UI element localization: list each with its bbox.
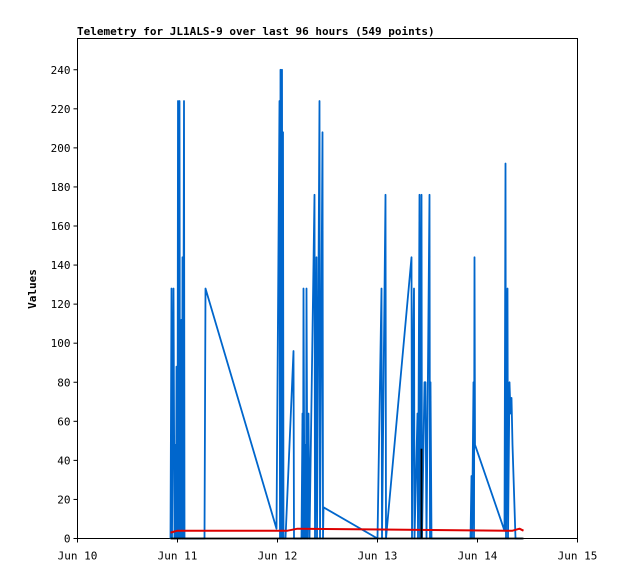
x-tick-label: Jun 10 xyxy=(58,550,98,563)
series-line-1 xyxy=(169,68,523,540)
y-tick-label: 120 xyxy=(51,298,71,311)
chart-title: Telemetry for JL1ALS-9 over last 96 hour… xyxy=(77,25,435,38)
y-tick-label: 0 xyxy=(64,533,71,546)
y-tick-label: 240 xyxy=(51,64,71,77)
series-line-2 xyxy=(170,527,524,534)
plot-frame xyxy=(77,38,578,539)
y-tick-label: 160 xyxy=(51,220,71,233)
y-tick-label: 180 xyxy=(51,181,71,194)
x-ticks: Jun 10 Jun 11 Jun 12 Jun 13 Jun 14 Jun 15 xyxy=(58,538,598,563)
y-tick-label: 220 xyxy=(51,103,71,116)
x-tick-label: Jun 14 xyxy=(458,550,498,563)
x-tick-label: Jun 15 xyxy=(558,550,598,563)
series-group xyxy=(169,68,524,540)
y-ticks: 0 20 40 60 80 100 120 140 160 180 200 220 240 xyxy=(51,64,78,546)
y-axis-label: Values xyxy=(26,269,39,309)
x-tick-label: Jun 13 xyxy=(358,550,398,563)
y-tick-label: 80 xyxy=(57,376,70,389)
y-tick-label: 40 xyxy=(57,454,70,467)
y-tick-label: 200 xyxy=(51,142,71,155)
y-tick-label: 140 xyxy=(51,259,71,272)
x-tick-label: Jun 12 xyxy=(258,550,298,563)
y-tick-label: 60 xyxy=(57,415,70,428)
y-tick-label: 100 xyxy=(51,337,71,350)
x-tick-label: Jun 11 xyxy=(158,550,198,563)
y-tick-label: 20 xyxy=(57,493,70,506)
